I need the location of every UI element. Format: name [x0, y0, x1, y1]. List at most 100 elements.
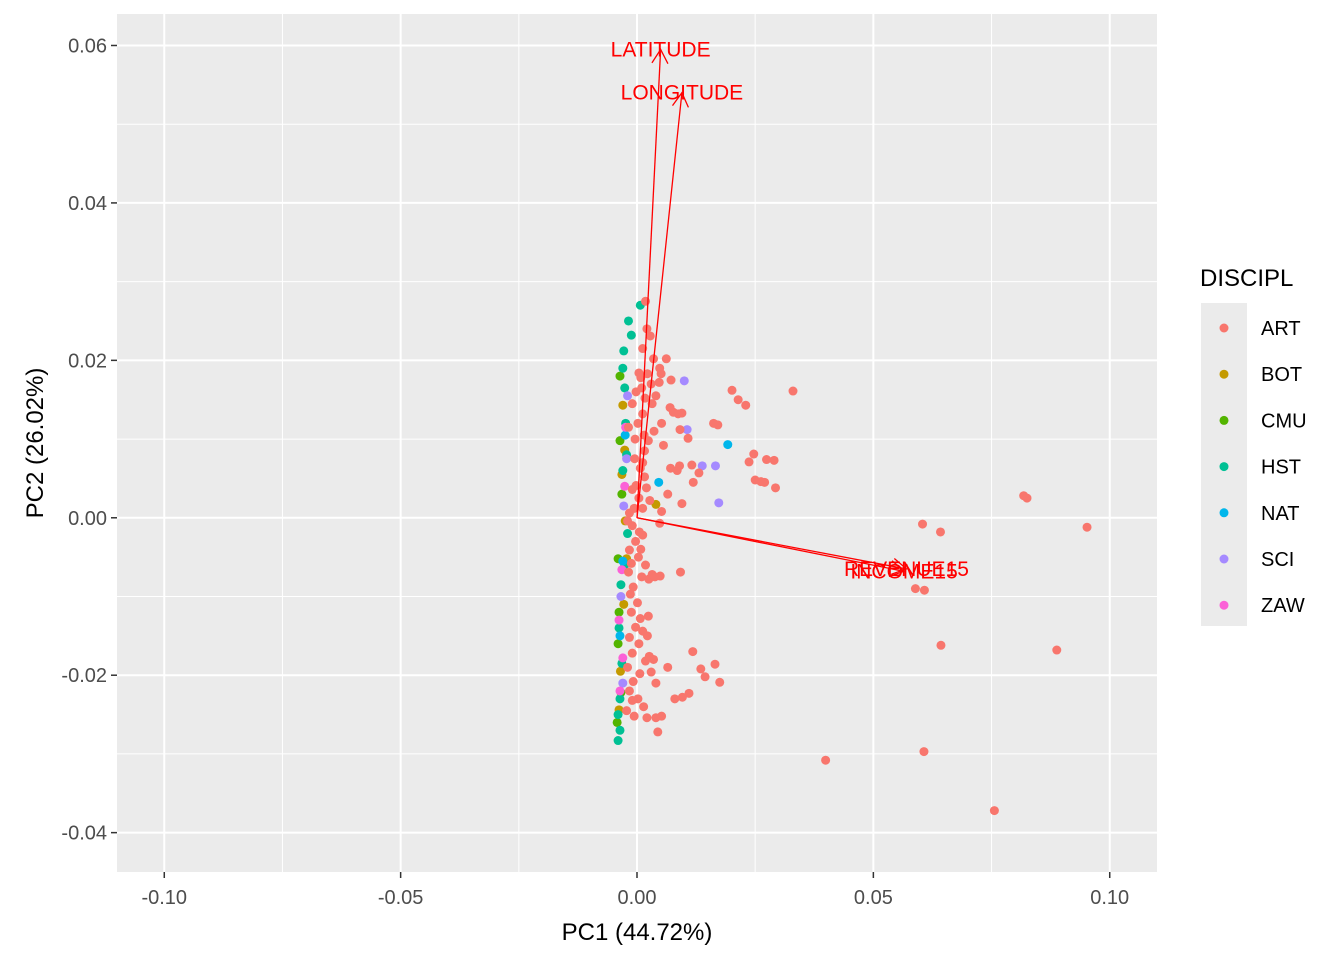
- data-point-art: [633, 552, 643, 562]
- loading-arrow-longitude: [636, 92, 683, 518]
- x-tick-label: 0.05: [854, 887, 893, 909]
- data-point-art: [641, 560, 651, 570]
- data-point-sci: [623, 391, 633, 401]
- data-point-art: [655, 571, 665, 581]
- data-point-art: [661, 354, 671, 364]
- loading-label-revenue15: REVENUE15: [844, 558, 969, 581]
- data-point-art: [769, 455, 779, 465]
- data-point-art: [632, 598, 642, 608]
- data-point-art: [687, 460, 697, 470]
- data-point-art: [788, 386, 798, 396]
- data-point-hst: [615, 694, 625, 704]
- data-point-zaw: [618, 653, 628, 663]
- data-point-art: [675, 461, 685, 471]
- data-point-sci: [714, 498, 724, 508]
- data-point-sci: [679, 376, 689, 386]
- data-point-art: [640, 393, 650, 403]
- y-tick-label: 0.00: [68, 508, 107, 530]
- data-point-hst: [623, 529, 633, 539]
- legend-entries: ART BOT CMU HST NAT SCI ZAW: [1219, 318, 1307, 617]
- data-point-art: [642, 713, 652, 723]
- data-point-art: [623, 567, 633, 577]
- data-point-art: [935, 527, 945, 537]
- data-point-art: [625, 589, 635, 599]
- data-point-art: [658, 440, 668, 450]
- data-point-art: [919, 585, 929, 595]
- data-point-art: [694, 468, 704, 478]
- data-point-cmu: [614, 607, 624, 617]
- y-axis-title: PC2 (26.02%): [22, 368, 49, 519]
- data-point-sci: [682, 425, 692, 435]
- data-point-art: [656, 369, 666, 379]
- legend: DISCIPL ART BOT CMU HST NAT SCI ZAW: [1200, 265, 1307, 626]
- loading-label-income15: INCOME15: [850, 560, 957, 583]
- data-point-art: [741, 400, 751, 410]
- data-point-art: [623, 422, 633, 432]
- data-point-nat: [723, 440, 733, 450]
- data-point-art: [683, 433, 693, 443]
- data-point-hst: [618, 466, 628, 476]
- data-point-art: [654, 377, 664, 387]
- data-point-art: [684, 688, 694, 698]
- data-point-hst: [620, 383, 630, 393]
- data-point-art: [626, 558, 636, 568]
- data-point-art: [989, 806, 999, 816]
- data-point-hst: [613, 710, 623, 720]
- data-point-nat: [654, 477, 664, 487]
- data-point-art: [641, 483, 651, 493]
- data-point-cmu: [615, 371, 625, 381]
- loading-arrowhead: [891, 558, 908, 575]
- legend-label-art: ART: [1261, 318, 1301, 340]
- data-point-art: [628, 677, 638, 687]
- data-point-art: [762, 455, 772, 465]
- data-point-art: [663, 489, 673, 499]
- legend-key-cmu: [1219, 415, 1229, 425]
- legend-label-sci: SCI: [1261, 549, 1294, 571]
- data-point-sci: [697, 461, 707, 471]
- data-point-art: [709, 418, 719, 428]
- data-point-bot: [618, 400, 628, 410]
- data-point-art: [645, 495, 655, 505]
- data-point-art: [639, 702, 649, 712]
- data-point-art: [677, 499, 687, 509]
- y-tick-label: -0.04: [61, 823, 107, 845]
- data-point-art: [627, 695, 637, 705]
- data-point-art: [624, 686, 634, 696]
- data-point-art: [666, 375, 676, 385]
- data-point-art: [627, 648, 637, 658]
- data-point-sci: [710, 461, 720, 471]
- data-point-art: [628, 582, 638, 592]
- loading-arrowhead: [888, 560, 906, 578]
- data-point-art: [696, 664, 706, 674]
- legend-label-cmu: CMU: [1261, 410, 1307, 432]
- legend-label-zaw: ZAW: [1261, 595, 1305, 617]
- data-point-art: [733, 395, 743, 405]
- data-point-nat: [615, 631, 625, 641]
- data-point-art: [688, 477, 698, 487]
- loading-arrow-income15: [636, 517, 905, 572]
- data-point-art: [670, 694, 680, 704]
- data-point-art: [636, 544, 646, 554]
- data-point-hst: [616, 580, 626, 590]
- legend-label-nat: NAT: [1261, 503, 1300, 525]
- legend-label-hst: HST: [1261, 457, 1301, 479]
- data-point-art: [645, 331, 655, 341]
- legend-key-bot: [1219, 369, 1229, 379]
- data-point-art: [643, 436, 653, 446]
- data-point-sci: [619, 501, 629, 511]
- data-point-art: [715, 677, 725, 687]
- data-point-sci: [616, 591, 626, 601]
- data-point-art: [651, 678, 661, 688]
- data-point-art: [636, 373, 646, 383]
- data-point-art: [626, 607, 636, 617]
- data-point-art: [771, 483, 781, 493]
- data-point-art: [646, 667, 656, 677]
- data-point-art: [919, 747, 929, 757]
- x-axis-title: PC1 (44.72%): [562, 919, 713, 946]
- legend-key-zaw: [1219, 600, 1229, 610]
- legend-key-art: [1219, 323, 1229, 333]
- data-point-zaw: [615, 686, 625, 696]
- data-point-art: [677, 692, 687, 702]
- legend-key-hst: [1219, 462, 1229, 472]
